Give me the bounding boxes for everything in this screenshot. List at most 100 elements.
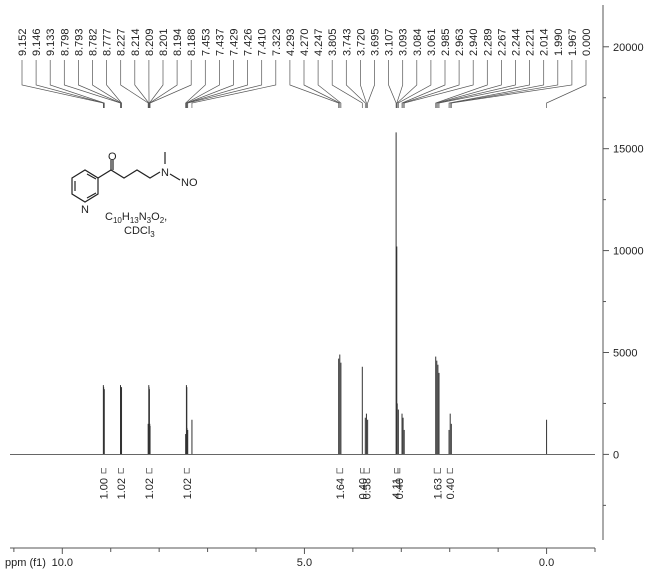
peak-leader — [187, 60, 263, 108]
peak-leader — [186, 60, 248, 108]
peak-label: 8.214 — [130, 28, 142, 56]
solvent: CDCl3 — [124, 225, 155, 239]
peak-label: 8.777 — [102, 28, 114, 56]
peak-label: 8.188 — [186, 28, 198, 56]
integral-bracket — [363, 468, 370, 474]
peak-label: 2.985 — [440, 28, 452, 56]
integral-bracket — [446, 468, 454, 474]
peak-leader — [367, 60, 375, 108]
peak-leader — [438, 60, 530, 108]
peak-leader — [120, 60, 149, 108]
peak-label: 3.805 — [327, 28, 339, 56]
peak-leader — [303, 60, 341, 108]
peak-leader — [149, 60, 164, 108]
peak-label: 3.695 — [370, 28, 382, 56]
peak-label: 7.429 — [229, 28, 241, 56]
peak-label: 7.410 — [257, 28, 269, 56]
pyridine-ring — [71, 169, 99, 203]
peak-label: 2.014 — [539, 28, 551, 56]
atom-label: O — [108, 151, 117, 163]
y-tick-label: 5000 — [613, 347, 637, 359]
peak-label: 7.426 — [243, 28, 255, 56]
x-tick-label: 0.0 — [539, 557, 554, 569]
y-tick-label: 20000 — [613, 42, 644, 54]
integral-bracket — [360, 468, 365, 474]
atom-label: N — [81, 204, 89, 216]
integral-label: 1.02 — [116, 478, 128, 499]
peak-label: 9.133 — [45, 28, 57, 56]
peak-label: 1.990 — [553, 28, 565, 56]
peak-leader — [396, 60, 418, 108]
integral-bracket — [183, 468, 190, 474]
peak-label: 3.720 — [355, 28, 367, 56]
integral-label: 1.00 — [99, 478, 111, 499]
peak-label: 8.194 — [172, 28, 184, 56]
peak-label: 7.437 — [214, 28, 226, 56]
peak-label: 8.209 — [144, 28, 156, 56]
peak-leader — [35, 60, 105, 108]
integral-label: 1.63 — [432, 478, 444, 499]
peak-leader — [289, 60, 340, 108]
peak-leader — [185, 60, 206, 108]
integral-bracket — [118, 468, 124, 474]
peak-leader — [402, 60, 460, 108]
x-axis-title: ppm (f1) — [5, 557, 46, 569]
structure — [71, 152, 181, 203]
integral-bracket — [394, 468, 399, 474]
peak-label: 8.782 — [88, 28, 100, 56]
integral-bracket — [101, 468, 107, 474]
peak-label: 8.793 — [73, 28, 85, 56]
bond — [169, 173, 181, 181]
peak-label: 8.227 — [116, 28, 128, 56]
integral-label: 0.40 — [394, 478, 406, 499]
peak-label: 3.061 — [426, 28, 438, 56]
y-tick-label: 15000 — [613, 144, 644, 156]
peak-label: 3.107 — [384, 28, 396, 56]
peak-leader — [331, 60, 363, 108]
peak-label: 2.267 — [496, 28, 508, 56]
peak-label: 3.084 — [412, 28, 424, 56]
peak-leader — [396, 60, 404, 108]
peak-leader — [403, 60, 474, 108]
peak-label: 9.146 — [31, 28, 43, 56]
peak-label: 7.453 — [200, 28, 212, 56]
peak-label: 2.289 — [482, 28, 494, 56]
integral-bracket — [336, 468, 344, 474]
peak-leader — [388, 60, 397, 108]
bond — [86, 192, 97, 199]
y-tick-label: 0 — [613, 449, 619, 461]
peak-leader — [448, 60, 545, 108]
peak-label: 2.244 — [511, 28, 523, 56]
peak-leader — [149, 60, 192, 108]
peak-leader — [78, 60, 122, 108]
peak-leader — [49, 60, 105, 108]
peak-label: 8.201 — [158, 28, 170, 56]
formula: C10H13N3O2, — [105, 211, 167, 225]
peak-label: 7.323 — [271, 28, 283, 56]
peak-label: 3.093 — [398, 28, 410, 56]
peak-leader — [397, 60, 432, 108]
peak-leader — [345, 60, 366, 108]
peak-label: 4.293 — [285, 28, 297, 56]
integral-bracket — [433, 468, 441, 474]
peak-label: 2.940 — [468, 28, 480, 56]
peak-leader — [401, 60, 446, 108]
peak-label: 9.152 — [17, 28, 29, 56]
peak-leader — [191, 60, 277, 108]
peak-leader — [546, 60, 587, 108]
peak-leader — [449, 60, 559, 108]
integral-label: 0.40 — [445, 478, 457, 499]
bond — [86, 173, 97, 180]
atom-label: NO — [181, 177, 198, 189]
peak-label: 0.000 — [581, 28, 593, 56]
integral-label: 4.11 — [391, 478, 403, 499]
peak-label: 2.963 — [454, 28, 466, 56]
x-tick-label: 10.0 — [52, 557, 73, 569]
peak-leader — [134, 60, 150, 108]
atom-label: N — [161, 167, 169, 179]
integral-bracket — [146, 468, 153, 474]
peak-label: 3.743 — [341, 28, 353, 56]
peak-leader — [106, 60, 122, 108]
integral-label: 0.40 — [357, 478, 369, 499]
